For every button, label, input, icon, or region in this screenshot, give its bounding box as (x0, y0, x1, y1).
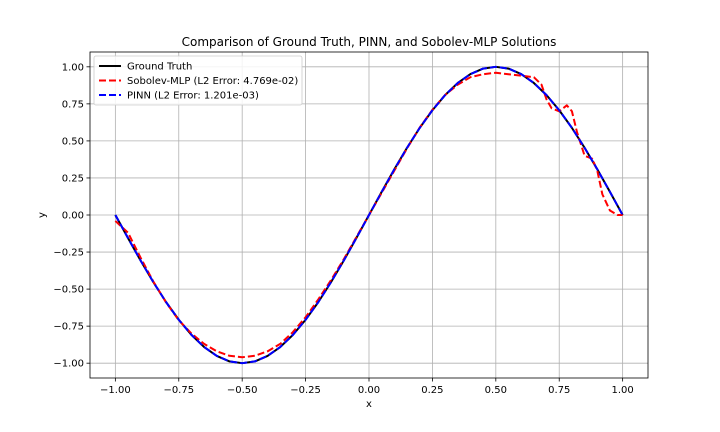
y-tick-label: 0.50 (62, 136, 84, 147)
y-tick-label: −0.75 (53, 322, 84, 333)
y-tick-label: −0.50 (53, 285, 84, 296)
legend-label-ground-truth: Ground Truth (127, 62, 192, 73)
y-tick-label: 0.25 (62, 173, 84, 184)
y-tick-label: 1.00 (62, 62, 84, 73)
legend-box (93, 55, 303, 106)
pinn-line (114, 65, 624, 365)
y-axis-label: y (37, 212, 48, 218)
y-tick-label: −1.00 (53, 359, 84, 370)
x-tick-label: −0.50 (227, 385, 258, 396)
y-tick-label: 0.75 (62, 99, 84, 110)
x-tick-label: 0.75 (548, 385, 570, 396)
x-tick-label: −0.25 (290, 385, 321, 396)
x-tick-label: 1.00 (612, 385, 634, 396)
y-tick-label: 0.00 (62, 211, 84, 222)
chart-title: Comparison of Ground Truth, PINN, and So… (182, 35, 557, 49)
x-tick-label: −1.00 (100, 385, 131, 396)
legend: Ground Truth Sobolev-MLP (L2 Error: 4.76… (93, 55, 303, 106)
y-tick-label: −0.25 (53, 248, 84, 259)
x-axis-label: x (366, 399, 372, 410)
x-tick-label: 0.50 (485, 385, 507, 396)
legend-label-pinn: PINN (L2 Error: 1.201e-03) (127, 91, 259, 102)
axis-ticks: −1.00 −0.75 −0.50 −0.25 0.00 0.25 0.50 0.75 1.00… (53, 62, 633, 396)
legend-label-sobolev-mlp: Sobolev-MLP (L2 Error: 4.769e-02) (127, 76, 298, 87)
x-tick-label: −0.75 (163, 385, 194, 396)
x-tick-label: 0.25 (421, 385, 443, 396)
x-tick-label: 0.00 (358, 385, 380, 396)
series-lines (114, 65, 624, 365)
